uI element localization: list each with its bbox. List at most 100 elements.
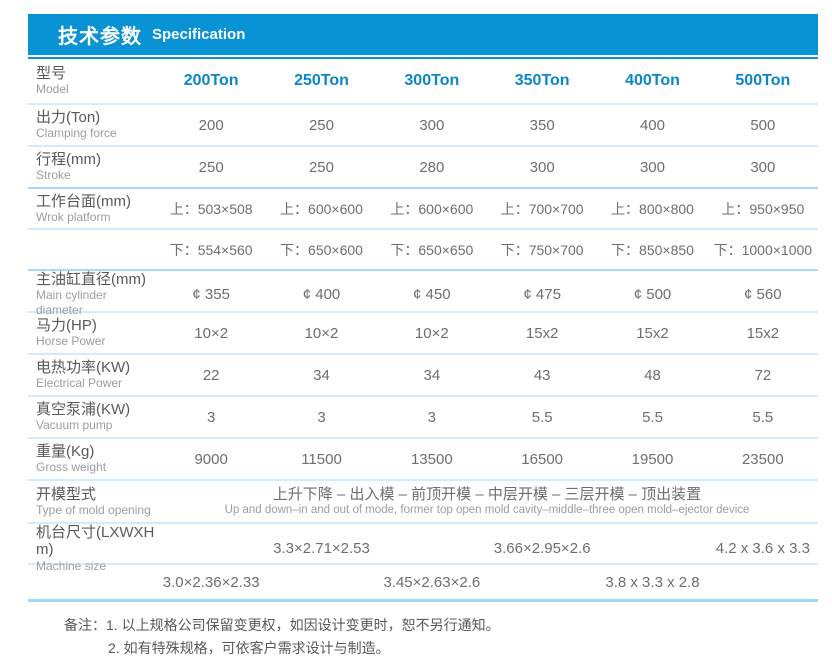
row-label-zh: 行程(mm) [36,151,101,169]
footnote-line-1: 备注： 1. 以上规格公司保留变更权，如因设计变更时，恕不另行通知。 [64,614,804,637]
cell-value: 5.5 [642,408,663,426]
row-label: 主油缸直径(mm) Main cylinder diameter [28,271,156,317]
cell-value: 250 [308,158,334,176]
cell-value: 5.5 [531,408,553,426]
row-label: 型号 Model [28,65,156,97]
footnote-line-2: 2. 如有特殊规格，可依客户需求设计与制造。 [64,637,804,660]
table-row-mold-opening: 开模型式 Type of mold opening 上升下降 – 出入模 – 前… [28,481,818,524]
footnote-label: 备注： [64,617,106,633]
cell-value: 300 [639,158,665,176]
table-row-model: 型号 Model 200Ton 250Ton 300Ton 350Ton 400… [28,59,818,105]
cell-value: 3 [206,408,216,426]
cell-value: ¢ 475 [523,285,561,303]
cell-value: 10×2 [194,324,229,342]
cell-value: 11500 [301,450,342,468]
cell-value: 34 [423,366,441,384]
section-header: 技术参数 Specification [28,14,818,55]
cell-value: 3.0×2.36×2.33 [162,573,260,591]
row-label-zh: 主油缸直径(mm) [36,271,146,288]
column-header: 200Ton [183,72,239,89]
row-label-zh: 真空泵浦(KW) [36,401,131,419]
cell-value: ¢ 500 [633,285,672,303]
cell-value: 上：700×700 [500,200,584,217]
table-row-electrical-power: 电热功率(KW) Electrical Power 22 34 34 43 48… [28,355,818,397]
cell-value: 300 [750,158,776,176]
row-label-en: Clamping force [36,126,117,141]
cell-value: 10×2 [304,324,339,342]
footnotes: 备注： 1. 以上规格公司保留变更权，如因设计变更时，恕不另行通知。 2. 如有… [64,614,804,660]
cell-value: 上：800×800 [611,200,694,217]
cell-value: 15x2 [525,324,559,342]
footnote-item: 1. 以上规格公司保留变更权，如因设计变更时，恕不另行通知。 [106,617,500,633]
column-header: 300Ton [404,72,460,89]
table-row-stroke: 行程(mm) Stroke 250 250 280 300 300 300 [28,147,818,189]
cell-value: 上：950×950 [721,200,805,217]
cell-value: 72 [754,366,772,384]
cell-value: 280 [419,158,445,176]
row-label-zh: 出力(Ton) [36,109,101,127]
cell-value: 5.5 [752,408,774,426]
cell-value: 3.45×2.63×2.6 [383,573,481,591]
cell-value: 4.2 x 3.6 x 3.3 [715,539,810,557]
row-label: 工作台面(mm) Wrok platform [28,193,156,225]
cell-value: 下：1000×1000 [713,241,813,258]
mold-opening-description: 上升下降 – 出入模 – 前顶开模 – 中层开模 – 三层开模 – 顶出装置 U… [156,486,818,518]
cell-value: ¢ 355 [192,285,230,303]
row-label-en: Electrical Power [36,376,123,391]
cell-value: 300 [419,116,445,134]
row-label: 行程(mm) Stroke [28,151,156,183]
table-row-vacuum-pump: 真空泵浦(KW) Vacuum pump 3 3 3 5.5 5.5 5.5 [28,397,818,439]
row-label: 重量(Kg) Gross weight [28,443,156,475]
cell-value: 400 [639,116,665,134]
mold-opening-text-zh: 上升下降 – 出入模 – 前顶开模 – 中层开模 – 三层开模 – 顶出装置 [272,485,702,503]
row-label-zh: 马力(HP) [36,317,97,335]
cell-value: 500 [750,116,776,134]
row-label-en: Main cylinder diameter [36,288,107,317]
column-header: 250Ton [294,72,349,89]
table-row-clamping-force: 出力(Ton) Clamping force 200 250 300 350 4… [28,105,818,147]
mold-opening-text-en: Up and down–in and out of mode, former t… [224,503,750,516]
cell-value: 16500 [521,450,564,468]
cell-value: 3 [317,408,326,426]
cell-value: 300 [529,158,555,176]
cell-value: 200 [198,116,224,134]
table-row-machine-size-2: 3.0×2.36×2.33 3.45×2.63×2.6 3.8 x 3.3 x … [28,565,818,602]
footnote-item: 2. 如有特殊规格，可依客户需求设计与制造。 [108,640,390,656]
table-row-platform-lower: 下：554×560 下：650×600 下：650×650 下：750×700 … [28,230,818,271]
row-label-en: Model [36,82,69,97]
row-label-en: Type of mold opening [36,502,151,517]
row-label-en: Wrok platform [36,209,111,224]
cell-value: 9000 [194,450,228,468]
cell-value: 3.8 x 3.3 x 2.8 [605,573,700,591]
cell-value: 350 [529,116,555,134]
row-label-zh: 开模型式 [36,485,97,503]
cell-value: ¢ 560 [744,285,782,303]
cell-value: 22 [202,366,220,384]
column-header: 350Ton [514,72,570,89]
section-title-zh: 技术参数 [58,26,142,48]
column-header: 500Ton [735,72,791,89]
row-label: 马力(HP) Horse Power [28,317,156,349]
row-label-en: Vacuum pump [36,418,113,433]
cell-value: 下：750×700 [500,241,584,258]
table-row-machine-size-1: 机台尺寸(LXWXH m) Machine size 3.3×2.71×2.53… [28,524,818,573]
cell-value: 43 [533,366,551,384]
cell-value: 34 [313,366,330,384]
row-label-en: Machine size [36,558,107,573]
cell-value: 15x2 [636,324,669,342]
cell-value: 3.3×2.71×2.53 [273,539,370,557]
row-label: 开模型式 Type of mold opening [28,486,156,518]
cell-value: 250 [198,158,224,176]
row-label: 机台尺寸(LXWXH m) Machine size [28,524,156,573]
cell-value: 48 [644,366,661,384]
column-header: 400Ton [625,72,680,89]
cell-value: 下：850×850 [611,241,694,258]
cell-value: 下：554×560 [169,241,253,258]
cell-value: 下：650×600 [280,241,363,258]
row-label-en: Stroke [36,168,71,183]
row-label-zh: 机台尺寸(LXWXH m) [36,524,155,559]
cell-value: 下：650×650 [390,241,474,258]
row-label-zh: 型号 [36,65,67,83]
cell-value: ¢ 400 [302,285,341,303]
cell-value: 13500 [410,450,453,468]
